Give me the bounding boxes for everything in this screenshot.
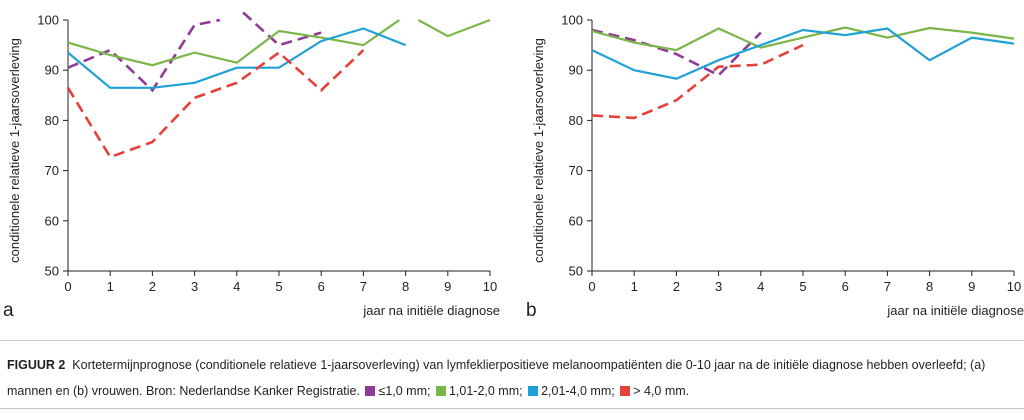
panel-a-x-tick-label: 3 <box>191 279 198 294</box>
panel-b-x-tick-label: 0 <box>588 279 595 294</box>
legend-label-1: ≤1,0 mm; <box>378 384 431 398</box>
panel-b-x-tick-label: 3 <box>715 279 722 294</box>
panel-a-y-axis-label: conditionele relatieve 1-jaarsoverleving <box>7 38 22 263</box>
legend-swatch-4 <box>620 386 631 396</box>
panel-b-x-tick-label: 1 <box>631 279 638 294</box>
legend-swatch-3 <box>528 386 539 396</box>
panel-b-y-tick-label: 50 <box>569 264 583 279</box>
caption-text: Kortetermijnprognose (conditionele relat… <box>7 358 986 398</box>
panel-a-x-tick-label: 8 <box>402 279 409 294</box>
caption-label: FIGUUR 2 <box>7 358 66 372</box>
panel-a-series-2-line <box>67 19 400 67</box>
panel-a-y-tick-label: 100 <box>37 13 59 28</box>
legend-label-2: 1,01-2,0 mm; <box>448 384 523 398</box>
panel-b-y-tick-label: 100 <box>561 13 583 28</box>
panel-a-x-tick-label: 6 <box>318 279 325 294</box>
panel-b-x-tick-label: 5 <box>799 279 806 294</box>
panel-b-x-tick-label: 2 <box>673 279 680 294</box>
panel-b-y-tick-label: 80 <box>569 113 583 128</box>
panel-a-y-tick-label: 70 <box>45 163 59 178</box>
figure-caption: FIGUUR 2 Kortetermijnprognose (condition… <box>7 352 1019 404</box>
panel-b-y-tick-label: 60 <box>569 213 583 228</box>
panel-a-series-2-line <box>417 18 491 38</box>
panel-b-y-axis-label: conditionele relatieve 1-jaarsoverleving <box>531 38 546 263</box>
panel-a-series-3-line <box>67 27 407 89</box>
panel-a-series-4-line <box>66 49 365 159</box>
panel-a-x-tick-label: 9 <box>444 279 451 294</box>
panel-b-y-tick-label: 70 <box>569 163 583 178</box>
panel-a-series-1-line <box>67 18 221 93</box>
legend-swatch-2 <box>435 386 446 396</box>
panel-a-x-tick-label: 2 <box>149 279 156 294</box>
panel-a-series-1-line <box>242 11 322 47</box>
panel-b-series-1-line <box>591 28 762 77</box>
panel-a-y-tick-label: 60 <box>45 213 59 228</box>
panel-b-y-tick-label: 90 <box>569 63 583 78</box>
caption-legend: ≤1,0 mm; 1,01-2,0 mm; 2,01-4,0 mm; > 4,0… <box>363 384 689 398</box>
legend-label-3: 2,01-4,0 mm; <box>541 384 615 398</box>
panel-a-x-axis-label: jaar na initiële diagnose <box>362 303 500 318</box>
panel-b-series-2-line <box>591 26 1015 52</box>
panel-a-y-tick-label: 80 <box>45 113 59 128</box>
panel-b-x-tick-label: 8 <box>926 279 933 294</box>
panel-b-x-tick-label: 4 <box>757 279 764 294</box>
panel-a-x-tick-label: 10 <box>483 279 497 294</box>
panel-a-y-tick-label: 50 <box>45 264 59 279</box>
panel-a-x-tick-label: 7 <box>360 279 367 294</box>
caption-bottom-rule <box>0 408 1024 409</box>
panel-a-x-tick-label: 4 <box>233 279 240 294</box>
panel-b-x-axis-label: jaar na initiële diagnose <box>886 303 1024 318</box>
panel-a-y-tick-label: 90 <box>45 63 59 78</box>
legend-label-4: > 4,0 mm. <box>633 384 690 398</box>
panel-b-series-3-line <box>591 27 1015 80</box>
panel-a-x-tick-label: 1 <box>107 279 114 294</box>
panel-a-letter: a <box>3 300 14 321</box>
panel-b-x-tick-label: 9 <box>968 279 975 294</box>
panel-b-series-4-line <box>591 43 804 120</box>
panel-a-x-tick-label: 0 <box>64 279 71 294</box>
panel-b-letter: b <box>526 300 537 321</box>
caption-top-rule <box>0 340 1024 341</box>
panel-b-x-tick-label: 6 <box>842 279 849 294</box>
panel-b-x-tick-label: 10 <box>1007 279 1021 294</box>
panel-a-x-tick-label: 5 <box>275 279 282 294</box>
panel-b-x-tick-label: 7 <box>884 279 891 294</box>
legend-swatch-1 <box>365 386 376 396</box>
